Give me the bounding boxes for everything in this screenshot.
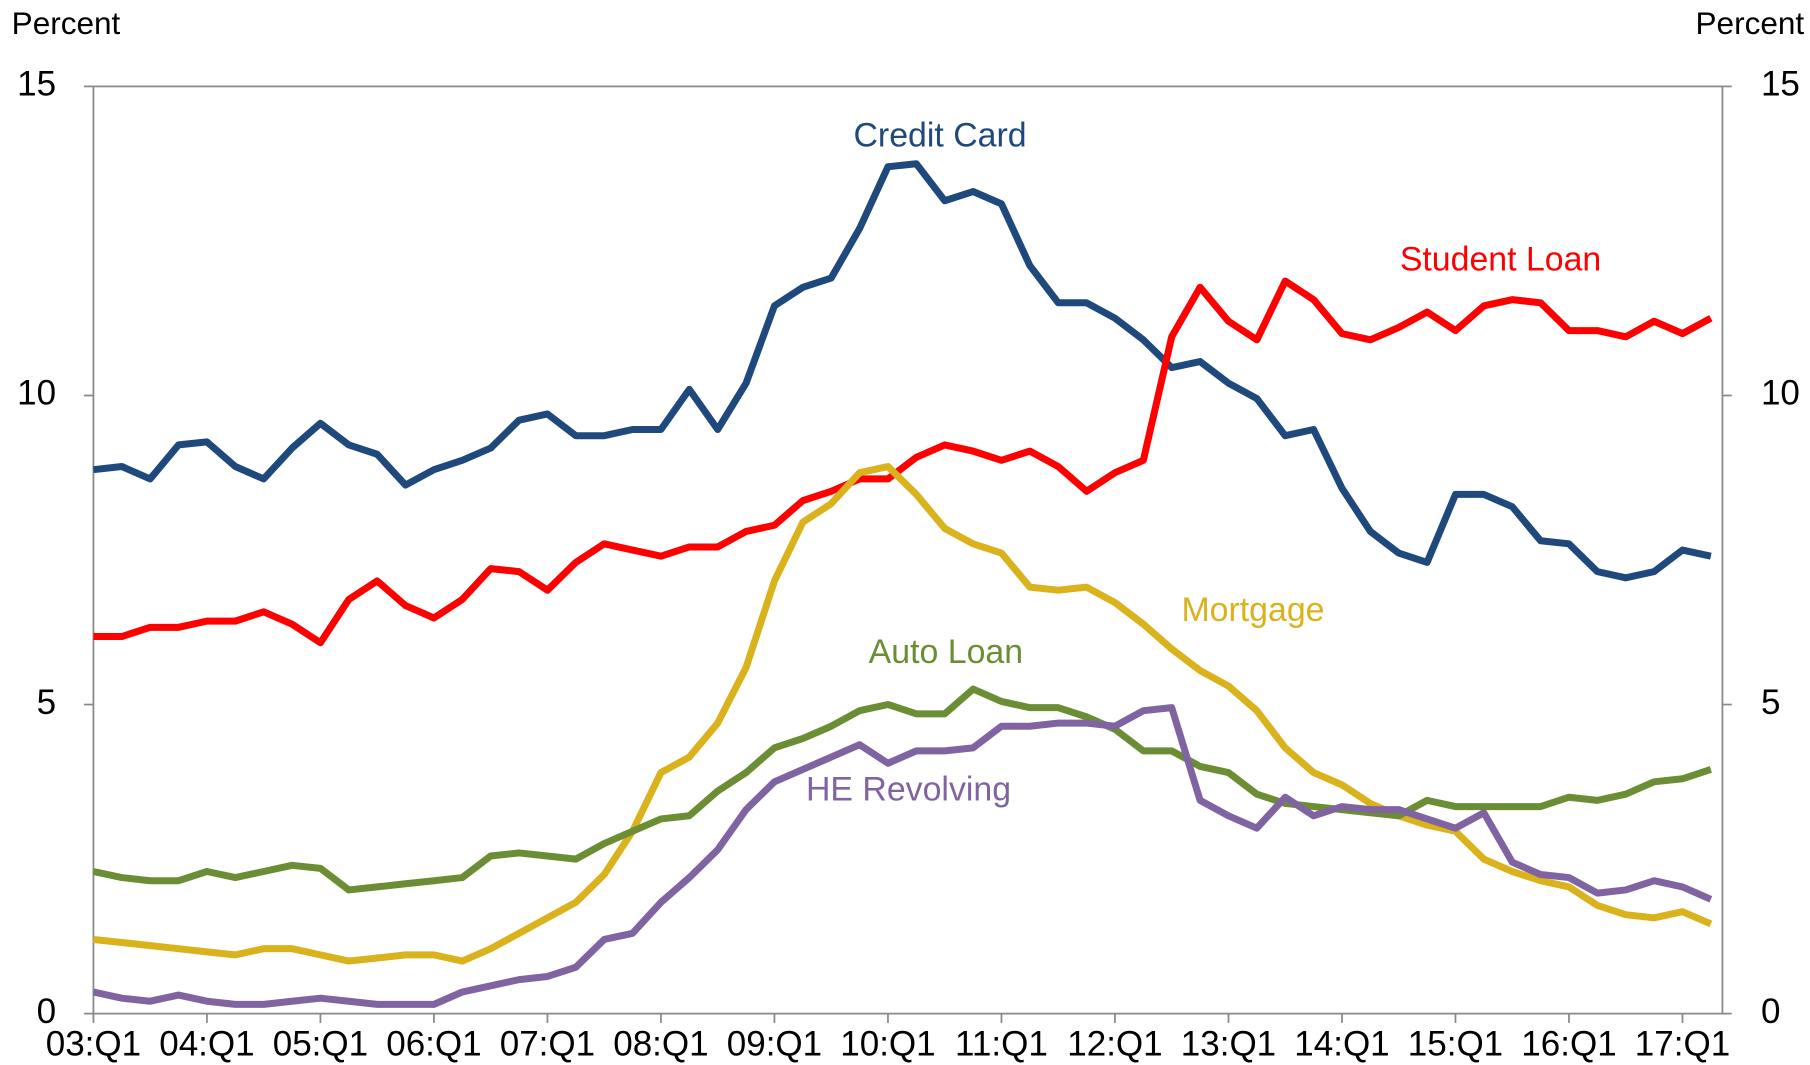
- x-tick-label: 05:Q1: [273, 1025, 368, 1064]
- x-tick-label: 13:Q1: [1181, 1025, 1276, 1064]
- x-tick-label: 08:Q1: [613, 1025, 708, 1064]
- series-line: [93, 277, 1713, 647]
- x-tick-label: 17:Q1: [1635, 1025, 1730, 1064]
- y2-axis-label: Percent: [1696, 5, 1805, 41]
- y-tick-label: 10: [17, 374, 56, 413]
- x-tick-label: 14:Q1: [1294, 1025, 1389, 1064]
- series-line: [93, 463, 1713, 965]
- series-label: Auto Loan: [869, 633, 1023, 671]
- x-tick-label: 10:Q1: [840, 1025, 935, 1064]
- x-tick-label: 11:Q1: [955, 1025, 1048, 1064]
- x-tick-label: 06:Q1: [386, 1025, 481, 1064]
- series-line: [93, 160, 1712, 582]
- y-tick-label: 0: [37, 992, 56, 1031]
- y2-tick-label: 10: [1761, 374, 1800, 413]
- x-tick-label: 16:Q1: [1521, 1025, 1616, 1064]
- x-tick-label: 03:Q1: [46, 1025, 141, 1064]
- x-tick-label: 07:Q1: [500, 1025, 595, 1064]
- x-tick-label: 12:Q1: [1067, 1025, 1162, 1064]
- series-label: Student Loan: [1400, 241, 1601, 279]
- y2-tick-label: 15: [1761, 65, 1800, 104]
- series-label: HE Revolving: [806, 771, 1011, 809]
- x-tick-label: 09:Q1: [727, 1025, 822, 1064]
- y2-tick-label: 5: [1761, 683, 1780, 722]
- x-tick-label: 15:Q1: [1408, 1025, 1503, 1064]
- y-tick-label: 15: [17, 65, 56, 104]
- series-line: [92, 704, 1713, 1008]
- y-tick-label: 5: [37, 683, 56, 722]
- x-tick-label: 04:Q1: [159, 1025, 254, 1064]
- series-label: Mortgage: [1181, 591, 1324, 629]
- series-line: [92, 685, 1712, 894]
- y2-tick-label: 0: [1761, 992, 1780, 1031]
- series-label: Credit Card: [853, 117, 1026, 155]
- plot-frame: [92, 85, 1724, 1015]
- y-axis-label: Percent: [12, 5, 121, 41]
